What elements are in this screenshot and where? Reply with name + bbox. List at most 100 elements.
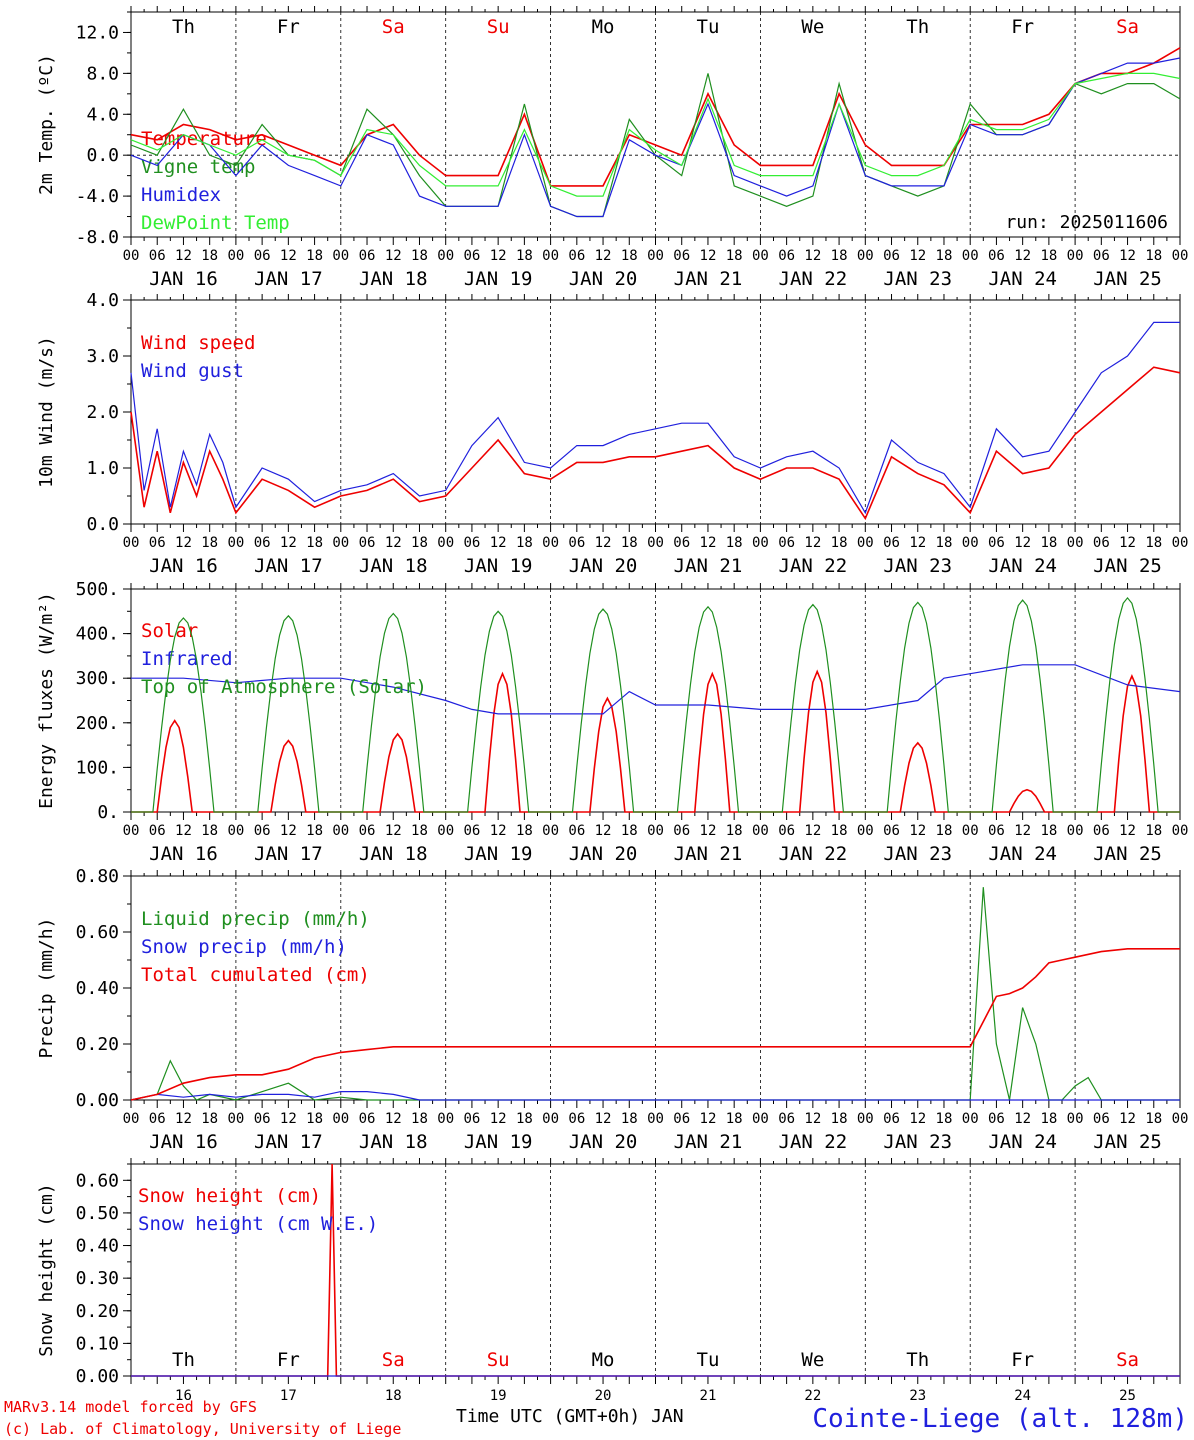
hour-tick-label: 18: [1040, 535, 1057, 551]
hour-tick-label: 00: [1172, 535, 1189, 551]
hour-tick-label: 06: [463, 248, 480, 264]
day-number-label: 18: [385, 1388, 402, 1404]
hour-tick-label: 12: [595, 1111, 612, 1127]
hour-tick-label: 12: [490, 1111, 507, 1127]
hour-tick-label: 00: [857, 1111, 874, 1127]
y-tick-label: 0.00: [76, 1090, 119, 1111]
hour-tick-label: 00: [857, 823, 874, 839]
date-label: JAN 25: [1093, 843, 1162, 865]
y-tick-label: 0.: [97, 802, 119, 823]
y-tick-label: 0.30: [76, 1268, 119, 1289]
hour-tick-label: 06: [673, 248, 690, 264]
y-tick-label: 0.80: [76, 866, 119, 887]
day-number-label: 16: [175, 1388, 192, 1404]
x-axis-title: Time UTC (GMT+0h) JAN: [456, 1406, 684, 1427]
day-number-label: 20: [595, 1388, 612, 1404]
weekday-label: Fr: [1011, 16, 1034, 38]
hour-tick-label: 12: [909, 1111, 926, 1127]
hour-tick-label: 18: [831, 823, 848, 839]
date-label: JAN 22: [779, 555, 848, 577]
date-label: JAN 16: [149, 268, 218, 290]
hour-tick-label: 06: [254, 248, 271, 264]
plot-frame: [130, 588, 1181, 813]
hour-tick-label: 12: [700, 535, 717, 551]
date-label: JAN 21: [674, 1131, 743, 1153]
date-label: JAN 23: [883, 555, 952, 577]
y-tick-label: 0.20: [76, 1301, 119, 1322]
hour-tick-label: 00: [123, 535, 140, 551]
hour-tick-label: 18: [201, 535, 218, 551]
hour-tick-label: 06: [988, 535, 1005, 551]
hour-tick-label: 06: [568, 823, 585, 839]
hour-tick-label: 00: [542, 1111, 559, 1127]
hour-tick-label: 06: [149, 1111, 166, 1127]
hour-tick-label: 06: [568, 535, 585, 551]
y-tick-label: 4.0: [86, 104, 119, 125]
y-tick-label: 0.60: [76, 1170, 119, 1191]
hour-tick-label: 12: [385, 535, 402, 551]
hour-tick-label: 12: [700, 1111, 717, 1127]
hour-tick-label: 12: [280, 248, 297, 264]
hour-tick-label: 12: [1014, 1111, 1031, 1127]
panels: -8.0 -4.0 0.0 4.0 8.0 12.0 2m Temp. (ºC) 00 06 12…: [36, 6, 1188, 1404]
weekday-label: Mo: [592, 1349, 615, 1371]
hour-tick-label: 06: [673, 1111, 690, 1127]
hour-tick-label: 12: [280, 823, 297, 839]
hour-tick-label: 06: [149, 535, 166, 551]
hour-tick-label: 12: [1119, 535, 1136, 551]
hour-tick-label: 18: [306, 535, 323, 551]
date-label: JAN 25: [1093, 555, 1162, 577]
y-tick-label: 0.40: [76, 978, 119, 999]
chart-panel-5: 0.00 0.10 0.20 0.30 0.40 0.50 0.60 Snow height …: [36, 1158, 1181, 1404]
hour-tick-label: 00: [857, 248, 874, 264]
hour-tick-label: 00: [437, 823, 454, 839]
hour-tick-label: 18: [411, 1111, 428, 1127]
hour-tick-label: 12: [909, 248, 926, 264]
y-tick-label: 0.40: [76, 1236, 119, 1257]
hour-tick-label: 06: [254, 535, 271, 551]
hour-tick-label: 12: [490, 535, 507, 551]
hour-tick-label: 12: [385, 248, 402, 264]
hour-tick-label: 12: [804, 248, 821, 264]
hour-tick-label: 00: [962, 248, 979, 264]
hour-tick-label: 12: [595, 248, 612, 264]
chart-panel-1: -8.0 -4.0 0.0 4.0 8.0 12.0 2m Temp. (ºC) 00 06 12…: [36, 6, 1188, 290]
y-tick-label: 3.0: [86, 346, 119, 367]
weekday-label: Th: [906, 1349, 929, 1371]
hour-tick-label: 12: [595, 823, 612, 839]
hour-tick-label: 18: [621, 535, 638, 551]
hour-tick-label: 18: [1040, 248, 1057, 264]
hour-tick-label: 12: [1119, 1111, 1136, 1127]
y-tick-label: 0.00: [76, 1366, 119, 1387]
weekday-label: Su: [487, 1349, 510, 1371]
weekday-label: We: [801, 1349, 824, 1371]
hour-tick-label: 00: [123, 1111, 140, 1127]
hour-tick-label: 12: [175, 248, 192, 264]
hour-tick-label: 00: [542, 248, 559, 264]
station-name: Cointe-Liege (alt. 128m): [812, 1404, 1188, 1434]
legend-entry: Infrared: [141, 648, 233, 670]
hour-tick-label: 00: [123, 248, 140, 264]
date-label: JAN 22: [779, 843, 848, 865]
hour-tick-label: 12: [700, 248, 717, 264]
hour-tick-label: 18: [1040, 823, 1057, 839]
date-label: JAN 20: [569, 1131, 638, 1153]
series-line-humidex: [130, 57, 1181, 218]
hour-tick-label: 06: [568, 248, 585, 264]
hour-tick-label: 00: [1172, 823, 1189, 839]
hour-tick-label: 06: [359, 1111, 376, 1127]
hour-tick-label: 06: [359, 248, 376, 264]
hour-tick-label: 12: [700, 823, 717, 839]
hour-tick-label: 12: [175, 535, 192, 551]
hour-tick-label: 00: [962, 1111, 979, 1127]
hour-tick-label: 12: [490, 248, 507, 264]
hour-tick-label: 12: [280, 1111, 297, 1127]
hour-tick-label: 18: [516, 823, 533, 839]
date-label: JAN 25: [1093, 268, 1162, 290]
series-line-infrared: [131, 664, 1181, 715]
hour-tick-label: 06: [988, 248, 1005, 264]
weekday-label: Mo: [592, 16, 615, 38]
hour-tick-label: 00: [962, 823, 979, 839]
hour-tick-label: 18: [201, 823, 218, 839]
hour-tick-label: 00: [332, 248, 349, 264]
